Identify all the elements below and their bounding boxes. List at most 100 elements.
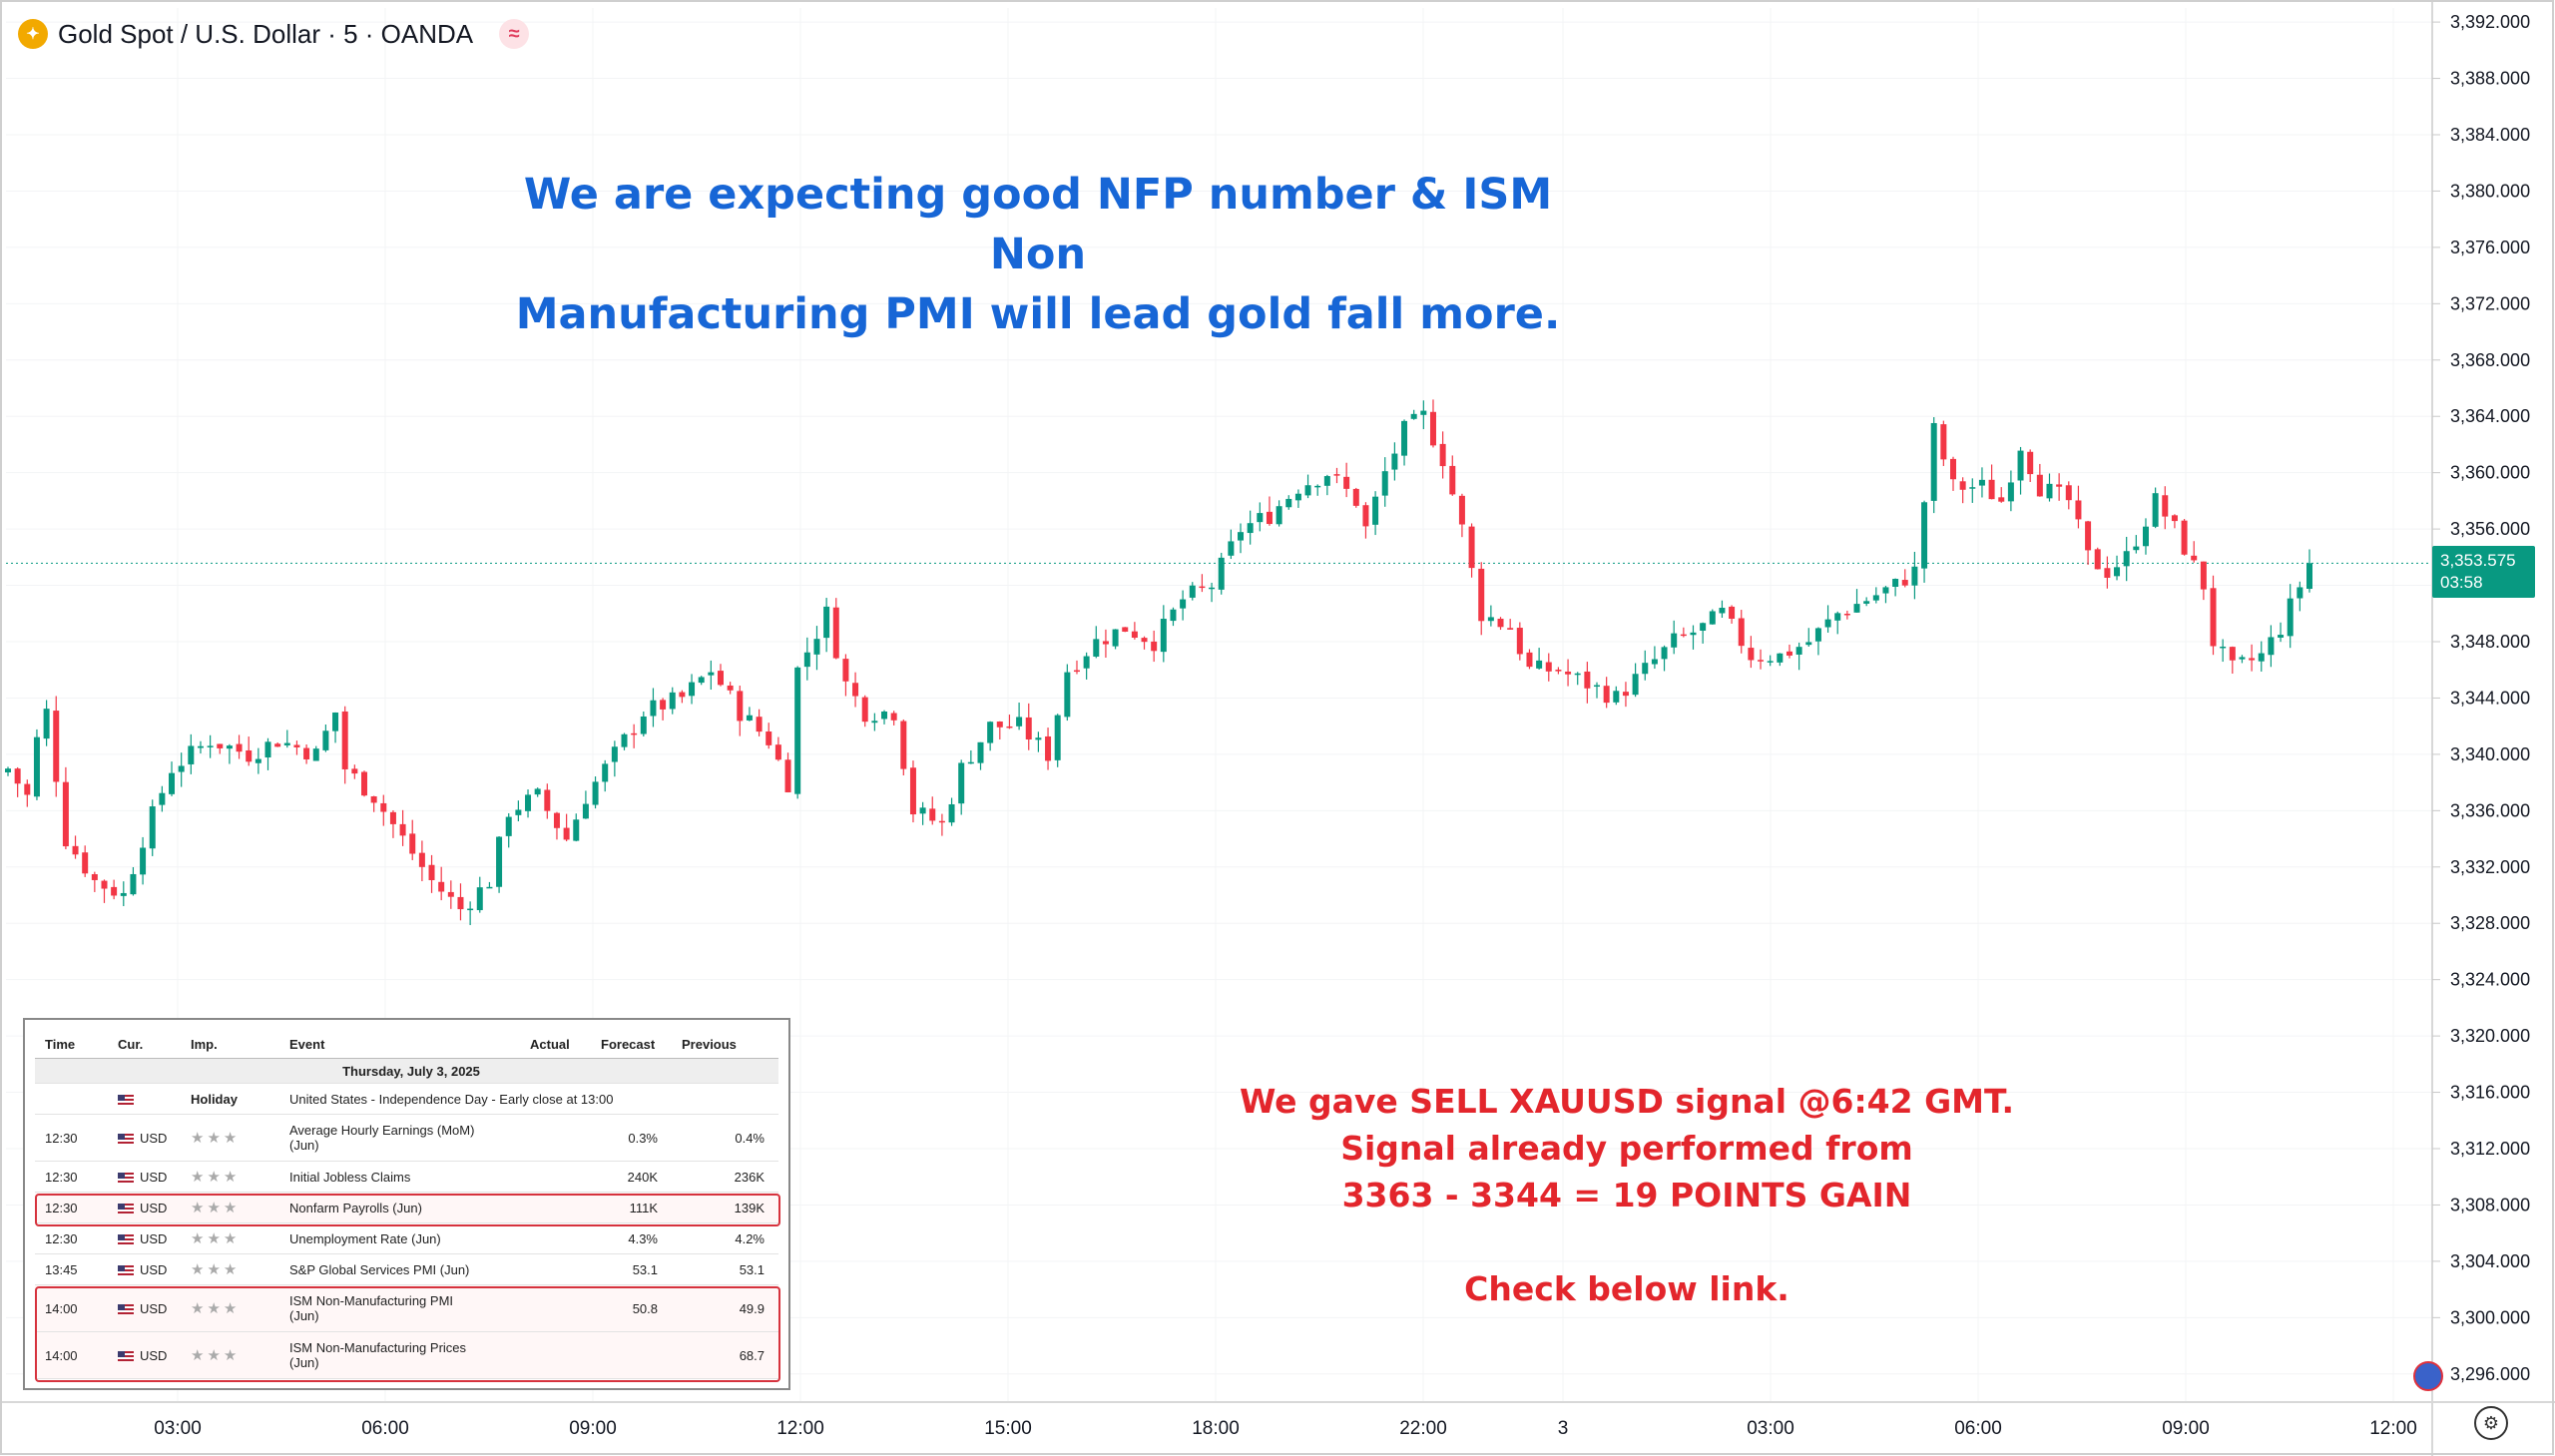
cell-currency: USD xyxy=(108,1284,181,1332)
cell-currency: USD xyxy=(108,1192,181,1223)
us-flag-icon[interactable] xyxy=(2413,1361,2443,1391)
candle-body xyxy=(1352,488,1359,506)
candle xyxy=(1940,420,1947,466)
candle-body xyxy=(938,820,945,823)
candle xyxy=(1478,562,1485,636)
candle-body xyxy=(1391,453,1398,470)
candle-body xyxy=(2239,657,2246,660)
candle-body xyxy=(1276,506,1282,525)
candle-body xyxy=(1700,623,1707,631)
candle-body xyxy=(1102,641,1109,645)
gold-coin-icon[interactable]: ✦ xyxy=(18,19,48,49)
candle xyxy=(621,732,628,750)
candle-body xyxy=(852,683,859,697)
candle xyxy=(1680,627,1687,638)
candle xyxy=(149,799,156,856)
candle-body xyxy=(996,722,1003,728)
candle xyxy=(1834,611,1841,635)
candle-body xyxy=(650,700,657,717)
calendar-header-row: Time Cur. Imp. Event Actual Forecast Pre… xyxy=(35,1030,778,1059)
candle-body xyxy=(2056,484,2063,487)
candle xyxy=(1391,442,1398,481)
candle-body xyxy=(1064,672,1071,718)
candle xyxy=(1160,605,1167,663)
candle-body xyxy=(1940,424,1947,460)
candle xyxy=(197,740,204,754)
candle-body xyxy=(447,891,454,897)
candle xyxy=(360,770,367,797)
cell-actual xyxy=(520,1253,591,1285)
candle-body xyxy=(53,711,60,782)
candle xyxy=(5,766,11,776)
us-flag-icon xyxy=(118,1234,134,1245)
candle xyxy=(130,866,137,896)
candle xyxy=(1333,467,1340,484)
candle xyxy=(1035,731,1042,752)
candle xyxy=(890,711,897,726)
cell-time: 13:45 xyxy=(35,1253,108,1285)
candle-body xyxy=(1247,523,1254,534)
candle-body xyxy=(370,795,377,803)
time-tick-label: 03:00 xyxy=(1747,1418,1794,1439)
candle-body xyxy=(380,802,387,812)
price-axis[interactable] xyxy=(2432,0,2555,1456)
candle xyxy=(1988,464,1995,500)
candle xyxy=(33,728,40,800)
candle-body xyxy=(72,845,79,855)
candle xyxy=(409,819,416,860)
candle-body xyxy=(476,887,483,911)
candle xyxy=(226,743,233,764)
candle-body xyxy=(2046,483,2053,499)
price-tick-label: 3,372.000 xyxy=(2450,293,2530,313)
candle xyxy=(1083,652,1090,680)
cell-forecast: 4.3% xyxy=(591,1222,672,1254)
settings-icon[interactable]: ⚙ xyxy=(2474,1406,2508,1440)
candle xyxy=(1449,455,1456,496)
candle xyxy=(1642,650,1649,681)
cell-time: 12:30 xyxy=(35,1222,108,1254)
candle-body xyxy=(823,606,830,639)
candle-body xyxy=(1651,659,1658,665)
candle-body xyxy=(1786,651,1792,656)
candle xyxy=(1025,703,1032,750)
candle xyxy=(602,759,609,792)
candle-body xyxy=(2278,635,2285,638)
symbol-title[interactable]: Gold Spot / U.S. Dollar · 5 · OANDA xyxy=(58,18,474,49)
candle-body xyxy=(169,772,176,794)
col-time: Time xyxy=(35,1030,108,1059)
candle-body xyxy=(1218,557,1225,590)
cell-importance: ★★★ xyxy=(181,1192,279,1223)
cell-time: 14:00 xyxy=(35,1284,108,1332)
candle xyxy=(582,790,589,819)
candle xyxy=(1950,456,1957,491)
candle xyxy=(1729,605,1736,624)
candle-body xyxy=(1921,502,1928,569)
candle-body xyxy=(1468,526,1475,569)
calendar-body: Thursday, July 3, 2025 Holiday United St… xyxy=(35,1058,778,1379)
candle-body xyxy=(274,743,281,747)
candle xyxy=(389,809,396,838)
candle-body xyxy=(1478,568,1485,622)
cell-previous: 236K xyxy=(672,1161,778,1193)
candle xyxy=(1969,478,1976,503)
candle xyxy=(1892,578,1899,597)
importance-stars-icon: ★★★ xyxy=(191,1130,241,1147)
candle xyxy=(1141,636,1148,650)
candle xyxy=(2123,536,2130,582)
candle xyxy=(1911,551,1918,600)
cell-previous: 0.4% xyxy=(672,1114,778,1162)
cell-importance: ★★★ xyxy=(181,1161,279,1193)
cell-previous: 4.2% xyxy=(672,1222,778,1254)
cell-event: Unemployment Rate (Jun) xyxy=(279,1222,520,1254)
candle xyxy=(1843,610,1850,620)
candle-body xyxy=(774,744,781,760)
wave-icon[interactable]: ≈ xyxy=(499,19,530,49)
candle-body xyxy=(120,892,127,896)
candle-body xyxy=(293,744,300,747)
candle xyxy=(1247,510,1254,545)
candle-body xyxy=(900,721,907,769)
candle-body xyxy=(43,709,50,739)
candle xyxy=(717,664,724,687)
